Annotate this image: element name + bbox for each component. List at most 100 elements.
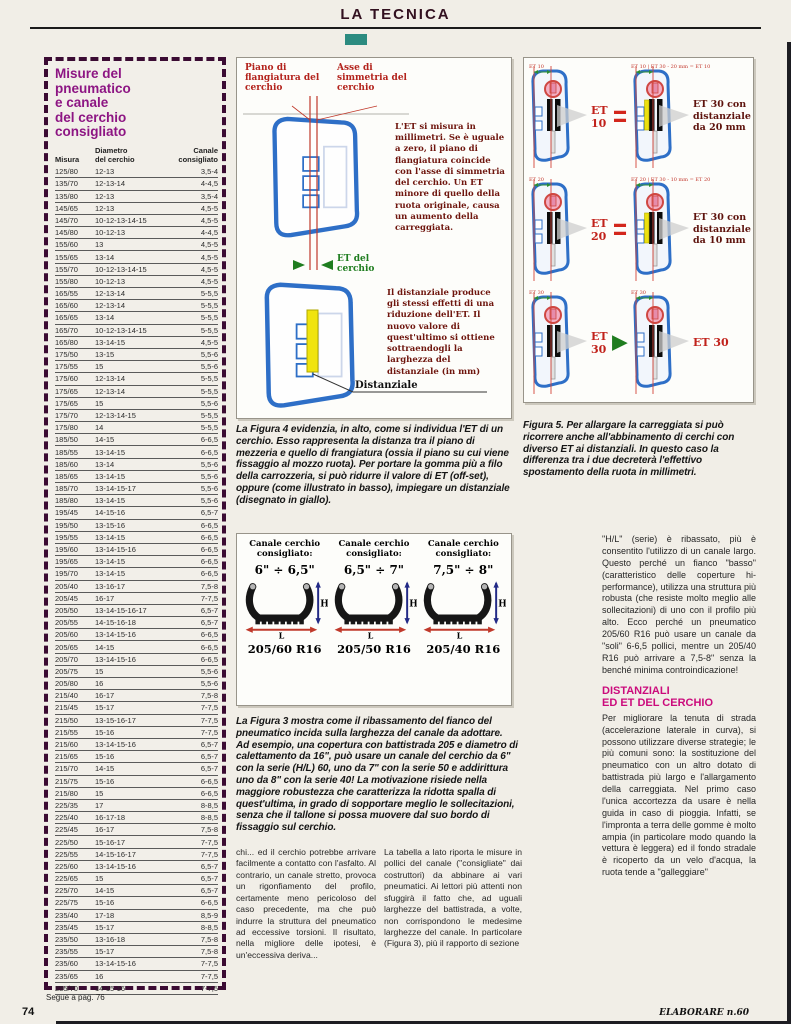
table-row: 175/50 13-15 5,5-6 <box>55 348 218 362</box>
cell-canale: 7-7,5 <box>175 701 218 715</box>
cell-misura: 205/55 <box>55 616 95 630</box>
et-explanation-text: L'ET si misura in millimetri. Se è ugual… <box>395 122 505 233</box>
table-row: 185/60 13-14 5,5-6 <box>55 458 218 471</box>
cell-misura: 175/80 <box>55 421 95 435</box>
cell-misura: 145/70 <box>55 214 95 228</box>
cell-diametro: 15 <box>95 787 175 800</box>
table-row: 235/60 13-14-15-16 7-7,5 <box>55 957 218 971</box>
cell-diametro: 12-13 <box>95 190 175 203</box>
table-row: 135/80 12-13 3,5-4 <box>55 190 218 203</box>
cell-diametro: 12-13-14 <box>95 287 175 301</box>
cell-diametro: 15 <box>95 360 175 374</box>
section-marker <box>345 34 367 45</box>
figure5-row: ET 10 ET 10 = ET 10 | ET 30 - 20 mm = ET… <box>524 60 753 173</box>
cell-diametro: 17 <box>95 799 175 813</box>
table-row: 225/35 17 8-8,5 <box>55 799 218 813</box>
cell-canale: 6,5-7 <box>175 860 218 874</box>
wheel-cross-section <box>629 178 691 282</box>
cell-diametro: 15-17 <box>95 945 175 959</box>
cell-canale: 4,5-5 <box>175 250 218 264</box>
table-row: 215/40 16-17 7,5-8 <box>55 689 218 703</box>
cell-misura: 215/75 <box>55 775 95 788</box>
cell-misura: 215/40 <box>55 689 95 703</box>
cell-misura: 175/65 <box>55 397 95 410</box>
table-row: 205/60 13-14-15-16 6-6,5 <box>55 628 218 642</box>
cell-diametro: 13-14 <box>95 250 175 264</box>
cell-canale: 7-7,5 <box>175 982 218 995</box>
cell-misura: 205/40 <box>55 580 95 593</box>
cell-misura: 205/60 <box>55 628 95 642</box>
cell-diametro: 12-13-14-15 <box>95 409 175 423</box>
cell-misura: 235/40 <box>55 909 95 922</box>
cell-canale: 8-8,5 <box>175 799 218 813</box>
cell-canale: 5,5-6 <box>175 470 218 484</box>
cell-misura: 165/60 <box>55 299 95 313</box>
et-comparison: ET 20 = <box>591 214 627 244</box>
cell-canale: 5,5-6 <box>175 677 218 691</box>
cell-diametro: 15-16 <box>95 726 175 739</box>
cell-misura: 215/45 <box>55 701 95 715</box>
dimension-label: ET 30 <box>529 289 544 296</box>
cell-misura: 215/60 <box>55 738 95 752</box>
cell-misura: 205/70 <box>55 653 95 666</box>
figure5-row: ET 20 ET 20 = ET 20 | ET 30 - 10 mm = ET… <box>524 173 753 286</box>
figure3-box: Canale cerchio consigliato: 6" ÷ 6,5" H … <box>236 533 512 706</box>
cell-misura: 185/80 <box>55 494 95 508</box>
cell-diametro: 13-14-15 <box>95 555 175 569</box>
et-value-label: ET 30 <box>591 329 608 356</box>
table-row: 225/40 16-17-18 8-8,5 <box>55 811 218 825</box>
column-header-diametro: Diametro del cerchio <box>95 145 135 164</box>
cell-diametro: 15-17 <box>95 701 175 715</box>
canale-heading: Canale cerchio consigliato: <box>427 539 499 559</box>
table-row: 235/55 15-17 7,5-8 <box>55 945 218 959</box>
cell-diametro: 13-14 <box>95 311 175 325</box>
cell-misura: 205/50 <box>55 604 95 618</box>
cell-canale: 3,5-4 <box>175 190 218 203</box>
cell-canale: 5-5,5 <box>175 311 218 325</box>
cell-canale: 6-6,5 <box>175 433 218 447</box>
wheel-diagram-right: ET 20 | ET 30 - 10 mm = ET 20 <box>629 177 710 282</box>
cell-diametro: 12-13-14 <box>95 385 175 398</box>
cell-canale: 7,5-8 <box>175 945 218 959</box>
cell-canale: 6-6,5 <box>175 519 218 532</box>
table-body: 125/80 12-13 3,5-4 135/70 12-13-14 4-4,5… <box>55 166 218 995</box>
tire-size-label: 205/40 R16 <box>426 641 501 656</box>
table-row: 185/50 14-15 6-6,5 <box>55 433 218 447</box>
cell-canale: 5,5-6 <box>175 397 218 410</box>
cell-diametro: 13-14 <box>95 458 175 471</box>
cell-diametro: 13-14-15-17 <box>95 482 175 496</box>
cell-misura: 215/80 <box>55 787 95 800</box>
cell-canale: 6,5-7 <box>175 616 218 630</box>
cell-canale: 5,5-6 <box>175 482 218 496</box>
page-title: LA TECNICA <box>340 6 451 23</box>
figure5-caption: Figura 5. Per allargare la carreggiata s… <box>523 420 735 479</box>
cell-diametro: 15 <box>95 397 175 410</box>
cell-diametro: 10-12-13-14-15 <box>95 263 175 276</box>
flange-plane-label: Piano di flangiatura del cerchio <box>245 63 320 93</box>
cell-canale: 4,5-5 <box>175 238 218 252</box>
table-row: 205/65 14-15 6-6,5 <box>55 640 218 654</box>
cell-misura: 155/80 <box>55 275 95 289</box>
figure3-panel: Canale cerchio consigliato: 6,5" ÷ 7" H … <box>330 539 417 703</box>
table-row: 175/55 15 5,5-6 <box>55 360 218 374</box>
table-row: 215/50 13-15-16-17 7-7,5 <box>55 714 218 727</box>
spacer-explanation-text: Il distanziale produce gli stessi effett… <box>387 288 495 377</box>
tire-profile-diagram: H L <box>423 580 506 640</box>
table-row: 175/60 12-13-14 5-5,5 <box>55 372 218 386</box>
cell-canale: 7-7,5 <box>175 592 218 605</box>
cell-misura: 135/70 <box>55 177 95 191</box>
cell-canale: 5-5,5 <box>175 421 218 435</box>
cell-diametro: 13-14-15 <box>95 531 175 544</box>
cell-diametro: 14-15-16 <box>95 982 175 995</box>
cell-misura: 215/55 <box>55 726 95 739</box>
cell-diametro: 13 <box>95 238 175 252</box>
table-row: 175/70 12-13-14-15 5-5,5 <box>55 409 218 423</box>
cell-canale: 7-7,5 <box>175 970 218 983</box>
table-row: 225/45 16-17 7,5-8 <box>55 823 218 837</box>
cell-diametro: 15-16 <box>95 775 175 788</box>
cell-diametro: 14-15-16 <box>95 506 175 520</box>
operator-symbol: = <box>612 99 627 133</box>
cell-misura: 205/80 <box>55 677 95 691</box>
figure4-box: Piano di flangiatura del cerchio Asse di… <box>236 57 512 419</box>
cell-canale: 6-6,5 <box>175 775 218 788</box>
